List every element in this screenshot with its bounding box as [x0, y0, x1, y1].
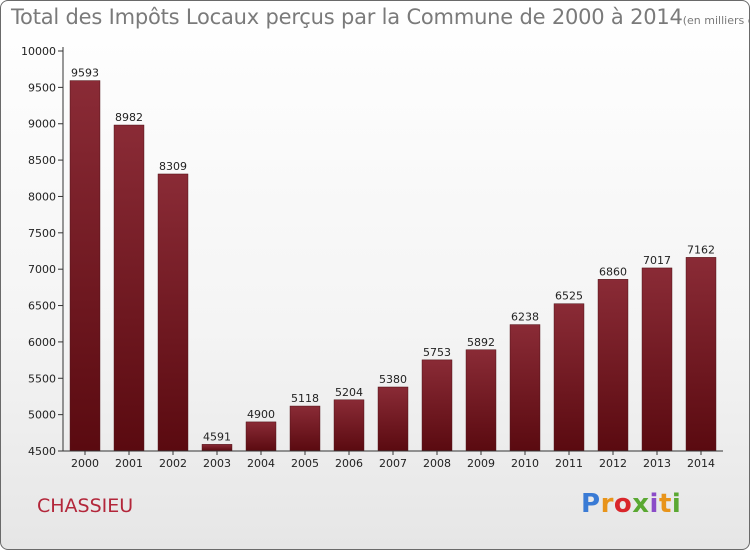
bar — [465, 349, 497, 452]
bar — [113, 124, 145, 452]
y-tick-label: 7000 — [28, 263, 56, 276]
bar — [597, 279, 629, 452]
x-tick-label: 2001 — [115, 457, 143, 470]
y-tick-label: 9000 — [28, 118, 56, 131]
bar — [641, 267, 673, 452]
bar — [245, 421, 277, 452]
x-tick-label: 2014 — [687, 457, 715, 470]
logo-letter: i — [649, 489, 659, 519]
y-tick-label: 6500 — [28, 300, 56, 313]
logo-letter: t — [658, 489, 672, 519]
bar — [201, 444, 233, 452]
y-tick-label: 5500 — [28, 372, 56, 385]
y-tick-label: 6000 — [28, 336, 56, 349]
bar-value-label: 9593 — [71, 67, 99, 80]
bar-value-label: 5204 — [335, 386, 363, 399]
logo-letter: r — [600, 489, 614, 519]
bar — [157, 173, 189, 452]
bar-value-label: 6525 — [555, 290, 583, 303]
logo-letter: x — [632, 489, 650, 519]
x-tick-label: 2002 — [159, 457, 187, 470]
chart-title: Total des Impôts Locaux perçus par la Co… — [11, 5, 749, 29]
bar — [289, 405, 321, 452]
bar-value-label: 7017 — [643, 254, 671, 267]
bar-value-label: 7162 — [687, 243, 715, 256]
x-tick-label: 2005 — [291, 457, 319, 470]
bar — [377, 386, 409, 452]
x-tick-label: 2008 — [423, 457, 451, 470]
bar-value-label: 5118 — [291, 392, 319, 405]
y-tick-label: 4500 — [28, 445, 56, 458]
bar — [685, 257, 717, 452]
proxiti-logo: Proxiti — [581, 489, 681, 519]
bar-value-label: 8982 — [115, 111, 143, 124]
y-tick-label: 5000 — [28, 409, 56, 422]
bar-value-label: 6860 — [599, 265, 627, 278]
logo-letter: P — [581, 489, 601, 519]
y-tick-label: 10000 — [21, 45, 56, 58]
bar-value-label: 5753 — [423, 346, 451, 359]
bar — [509, 324, 541, 452]
chart-title-unit: (en milliers d'€) — [682, 14, 749, 27]
x-tick-label: 2004 — [247, 457, 275, 470]
commune-name: CHASSIEU — [37, 495, 134, 517]
y-tick-label: 8000 — [28, 190, 56, 203]
x-tick-label: 2011 — [555, 457, 583, 470]
x-tick-label: 2012 — [599, 457, 627, 470]
x-tick-label: 2013 — [643, 457, 671, 470]
logo-letter: o — [613, 489, 633, 519]
bar-value-label: 4591 — [203, 430, 231, 443]
bar-value-label: 5892 — [467, 336, 495, 349]
y-tick-label: 8500 — [28, 154, 56, 167]
logo-letter: i — [671, 489, 682, 519]
x-tick-label: 2010 — [511, 457, 539, 470]
x-tick-label: 2009 — [467, 457, 495, 470]
bar — [421, 359, 453, 452]
x-tick-label: 2003 — [203, 457, 231, 470]
bar-value-label: 6238 — [511, 311, 539, 324]
bar-value-label: 4900 — [247, 408, 275, 421]
bar-value-label: 5380 — [379, 373, 407, 386]
chart-title-main: Total des Impôts Locaux perçus par la Co… — [11, 5, 683, 29]
bar — [553, 303, 585, 452]
bar-value-label: 8309 — [159, 160, 187, 173]
x-tick-label: 2007 — [379, 457, 407, 470]
x-tick-label: 2006 — [335, 457, 363, 470]
y-tick-label: 9500 — [28, 81, 56, 94]
y-tick-label: 7500 — [28, 227, 56, 240]
x-tick-label: 2000 — [71, 457, 99, 470]
bar — [69, 80, 101, 452]
bar — [333, 399, 365, 452]
